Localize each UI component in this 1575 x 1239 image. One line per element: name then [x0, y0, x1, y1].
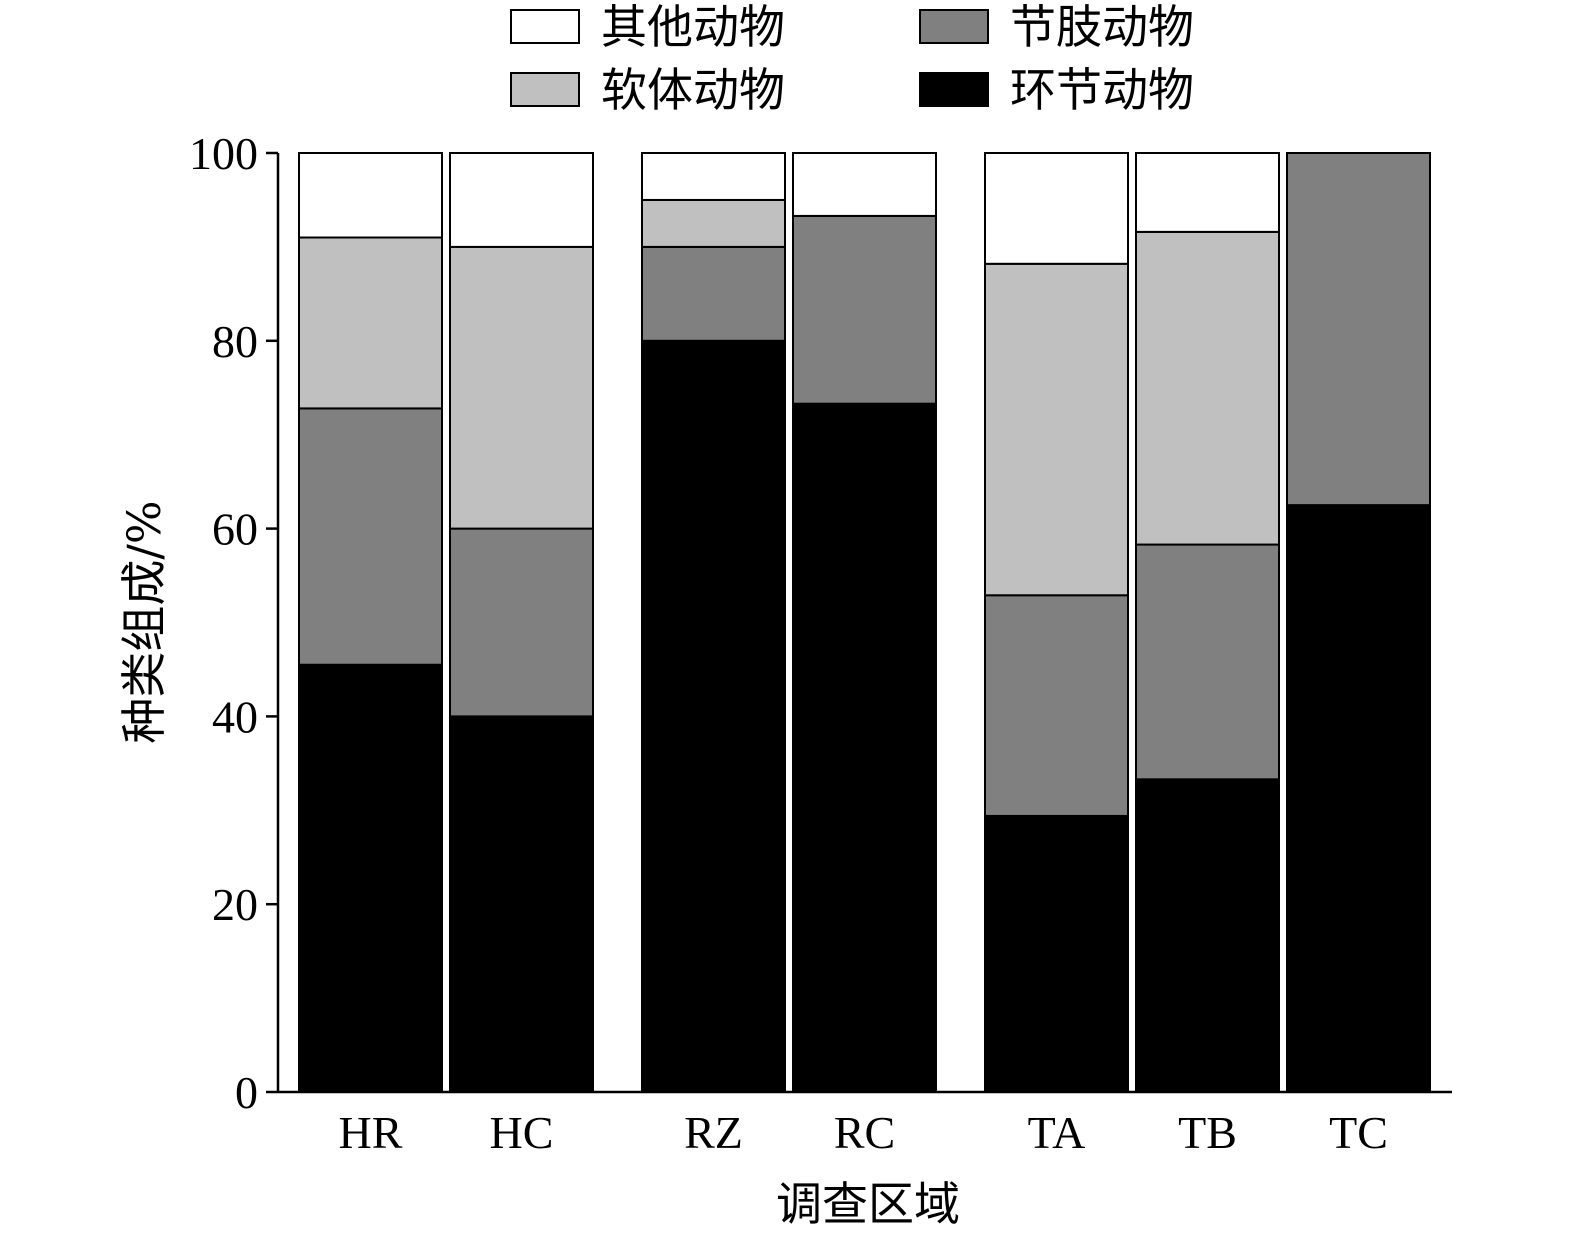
x-tick-label-tc: TC	[1329, 1107, 1388, 1158]
y-tick-label-80: 80	[212, 316, 258, 367]
bars: HR HC RZ RC TA TB TC	[298, 152, 1431, 1158]
bar-stack-tb: TB	[1135, 152, 1280, 1158]
bar-segment-rz-s1	[641, 245, 786, 342]
y-axis-title: 种类组成/%	[117, 500, 171, 743]
legend-swatch-1	[919, 9, 989, 44]
legend-label-2: 软体动物	[601, 63, 785, 117]
y-tick-label-20: 20	[212, 879, 258, 930]
axes: 0 20 40 60 80 100	[189, 128, 1452, 1118]
x-tick-label-rz: RZ	[684, 1107, 743, 1158]
bar-segment-tc-s1	[1286, 152, 1431, 507]
y-tick-label-60: 60	[212, 504, 258, 555]
y-tick-label-40: 40	[212, 691, 258, 742]
x-axis-title: 调查区域	[776, 1177, 960, 1231]
legend-item-0: 其他动物	[510, 0, 785, 54]
legend-item-3: 环节动物	[919, 63, 1194, 117]
bar-segment-rz-s2	[641, 198, 786, 248]
bar-segment-tb-s3	[1135, 152, 1280, 233]
x-tick-label-rc: RC	[834, 1107, 895, 1158]
bar-segment-ta-s3	[984, 152, 1129, 265]
x-tick-label-ta: TA	[1028, 1107, 1086, 1158]
bar-segment-rz-s3	[641, 152, 786, 201]
legend-item-2: 软体动物	[510, 63, 785, 117]
bar-segment-tb-s1	[1135, 543, 1280, 781]
x-tick-label-tb: TB	[1178, 1107, 1237, 1158]
bar-segment-hr-s1	[298, 407, 443, 666]
bar-stack-tc: TC	[1286, 152, 1431, 1158]
legend-label-0: 其他动物	[601, 0, 785, 54]
bar-segment-tc-s0	[1286, 504, 1431, 1093]
legend-swatch-3	[919, 72, 989, 107]
bar-segment-tb-s2	[1135, 230, 1280, 546]
bar-segment-ta-s2	[984, 262, 1129, 597]
bar-segment-hr-s2	[298, 236, 443, 410]
legend-label-1: 节肢动物	[1010, 0, 1194, 54]
legend-swatch-2	[510, 72, 580, 107]
bar-segment-rc-s3	[792, 152, 937, 217]
bar-segment-tb-s0	[1135, 778, 1280, 1093]
bar-segment-hc-s1	[449, 527, 594, 718]
bar-stack-rc: RC	[792, 152, 937, 1158]
legend-label-3: 环节动物	[1010, 63, 1194, 117]
bar-segment-hr-s3	[298, 152, 443, 239]
bar-segment-rc-s1	[792, 214, 937, 405]
bar-segment-hc-s3	[449, 152, 594, 248]
bar-stack-ta: TA	[984, 152, 1129, 1158]
bar-segment-hr-s0	[298, 663, 443, 1093]
bar-segment-rc-s0	[792, 402, 937, 1093]
y-tick-label-0: 0	[235, 1067, 258, 1118]
bar-segment-hc-s0	[449, 715, 594, 1094]
legend-item-1: 节肢动物	[919, 0, 1194, 54]
bar-segment-ta-s1	[984, 594, 1129, 817]
y-tick-label-100: 100	[189, 128, 258, 179]
bar-segment-rz-s0	[641, 339, 786, 1093]
legend-swatch-0	[510, 9, 580, 44]
bar-segment-ta-s0	[984, 814, 1129, 1094]
bar-stack-hc: HC	[449, 152, 594, 1158]
x-tick-label-hc: HC	[490, 1107, 554, 1158]
bar-stack-hr: HR	[298, 152, 443, 1158]
bar-stack-rz: RZ	[641, 152, 786, 1158]
x-tick-label-hr: HR	[339, 1107, 403, 1158]
bar-segment-hc-s2	[449, 245, 594, 530]
